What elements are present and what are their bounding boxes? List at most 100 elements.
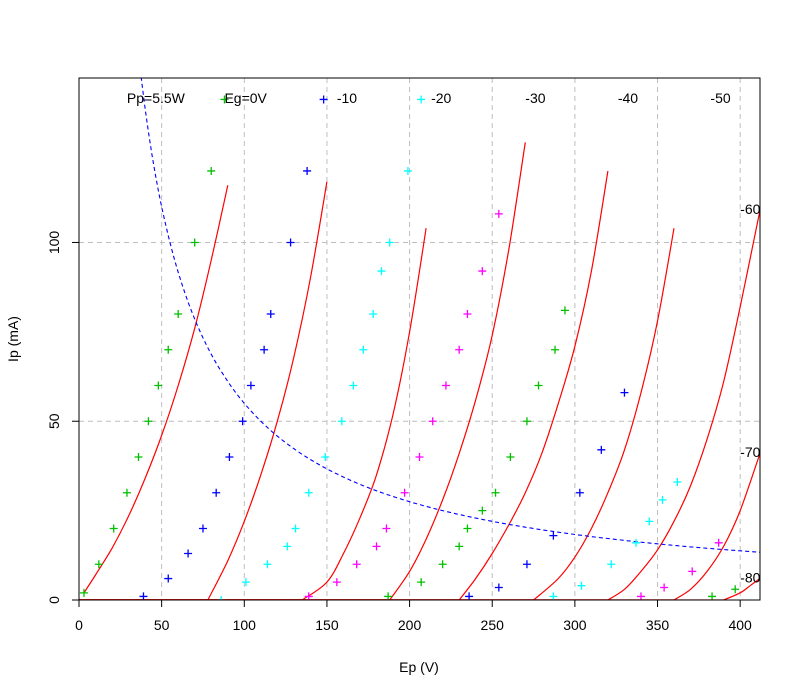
data-point-eg-10 <box>212 488 221 497</box>
curve-label: -20 <box>431 90 451 106</box>
data-point-eg-20 <box>321 452 330 461</box>
data-point-eg-30 <box>463 309 472 318</box>
data-point-eg-30 <box>415 452 424 461</box>
data-point-eg-20 <box>369 309 378 318</box>
data-point-eg-10 <box>319 95 328 104</box>
data-point-eg-20 <box>291 524 300 533</box>
data-point-eg-10 <box>286 238 295 247</box>
data-point-eg-30 <box>441 381 450 390</box>
data-point-eg-10 <box>225 452 234 461</box>
data-point-eg-20 <box>241 578 250 587</box>
data-point-eg-20 <box>217 596 226 600</box>
data-point-eg-10 <box>164 574 173 583</box>
data-point-eg-0 <box>79 588 88 597</box>
data-point-eg-60 <box>645 517 654 526</box>
data-point-eg-30 <box>478 267 487 276</box>
curve-label: -30 <box>525 90 545 106</box>
data-point-eg-20 <box>377 267 386 276</box>
data-point-eg-0 <box>109 524 118 533</box>
data-point-eg-60 <box>673 478 682 487</box>
y-axis: 0 50 100 <box>46 231 80 604</box>
data-point-eg-0 <box>190 238 199 247</box>
data-point-eg-10 <box>139 592 148 600</box>
data-point-eg-0 <box>134 452 143 461</box>
x-tick-label: 0 <box>75 617 83 633</box>
data-point-eg-60 <box>607 560 616 569</box>
data-point-eg-40 <box>438 560 447 569</box>
data-point-eg-40 <box>560 306 569 315</box>
x-tick-label: 100 <box>233 617 257 633</box>
x-tick-label: 350 <box>646 617 670 633</box>
data-point-eg-40 <box>384 592 393 600</box>
data-point-eg-60 <box>658 495 667 504</box>
data-point-eg-50 <box>494 583 503 592</box>
curve-eg-10 <box>79 181 328 600</box>
curve-eg-20 <box>79 228 427 600</box>
x-tick-label: 200 <box>398 617 422 633</box>
data-point-eg-20 <box>359 345 368 354</box>
data-point-eg-60 <box>549 592 558 600</box>
data-point-eg-70 <box>688 567 697 576</box>
data-point-eg-10 <box>246 381 255 390</box>
data-point-eg-30 <box>400 488 409 497</box>
plate-dissipation-curve <box>140 78 760 553</box>
data-point-eg-0 <box>154 381 163 390</box>
data-point-eg-30 <box>332 578 341 587</box>
data-point-eg-20 <box>304 488 313 497</box>
data-point-eg-10 <box>238 417 247 426</box>
data-point-eg-10 <box>260 345 269 354</box>
data-point-eg-10 <box>198 524 207 533</box>
data-point-eg-40 <box>463 524 472 533</box>
x-tick-label: 250 <box>481 617 505 633</box>
data-point-eg-20 <box>403 166 412 175</box>
power-dissipation-curve <box>140 78 760 553</box>
data-point-eg-20 <box>385 238 394 247</box>
curve-label: -60 <box>740 201 760 217</box>
x-axis: 0 50 100 150 200 250 300 350 400 <box>75 599 752 633</box>
data-point-eg-50 <box>465 592 474 600</box>
data-point-eg-40 <box>522 417 531 426</box>
data-point-eg-30 <box>372 542 381 551</box>
data-point-eg-10 <box>303 166 312 175</box>
data-point-eg-60 <box>632 538 641 547</box>
curve-label: Pp=5.5W <box>127 90 186 106</box>
data-point-eg-30 <box>382 524 391 533</box>
curve-eg-70 <box>79 453 760 600</box>
data-point-eg-10 <box>266 309 275 318</box>
data-point-eg-30 <box>428 417 437 426</box>
measured-points <box>79 95 740 600</box>
curve-label: -50 <box>710 90 730 106</box>
y-tick-label: 50 <box>46 413 62 429</box>
data-point-eg-50 <box>522 560 531 569</box>
data-point-eg-0 <box>164 345 173 354</box>
data-point-eg-20 <box>263 560 272 569</box>
data-point-eg-20 <box>417 95 426 104</box>
data-point-eg-40 <box>491 488 500 497</box>
x-tick-label: 150 <box>315 617 339 633</box>
data-point-eg-70 <box>660 583 669 592</box>
data-point-eg-40 <box>417 578 426 587</box>
data-point-eg-20 <box>349 381 358 390</box>
data-point-eg-70 <box>714 538 723 547</box>
data-point-eg-50 <box>597 445 606 454</box>
curve-label: -10 <box>337 90 357 106</box>
curve-eg-80 <box>79 578 760 600</box>
data-point-eg-80 <box>731 585 740 594</box>
data-point-eg-20 <box>283 542 292 551</box>
y-tick-label: 0 <box>46 596 62 604</box>
data-point-eg-0 <box>122 488 131 497</box>
data-point-eg-80 <box>708 592 717 600</box>
curve-eg-50 <box>79 228 675 600</box>
x-axis-title: Ep (V) <box>399 659 439 675</box>
data-point-eg-0 <box>207 166 216 175</box>
data-point-eg-50 <box>620 388 629 397</box>
data-point-eg-40 <box>455 542 464 551</box>
tube-characteristic-curves <box>79 142 760 600</box>
data-point-eg-40 <box>551 345 560 354</box>
x-tick-label: 50 <box>154 617 170 633</box>
data-point-eg-10 <box>184 549 193 558</box>
data-point-eg-20 <box>337 417 346 426</box>
data-point-eg-30 <box>455 345 464 354</box>
data-point-eg-0 <box>144 417 153 426</box>
